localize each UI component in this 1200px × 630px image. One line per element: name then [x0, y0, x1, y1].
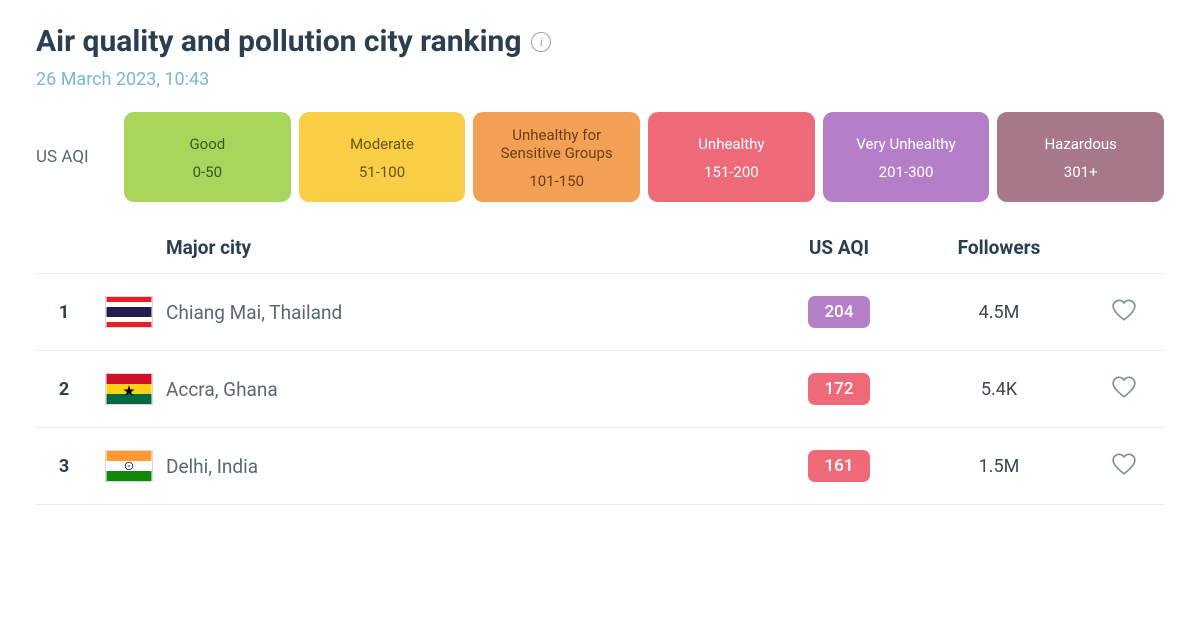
page-header: Air quality and pollution city ranking i…	[36, 24, 1164, 90]
aqi-badge: 172	[808, 373, 870, 405]
legend-item-name: Unhealthy	[656, 135, 807, 153]
legend-item-range: 101-150	[481, 172, 632, 190]
row-followers: 1.5M	[914, 456, 1084, 477]
timestamp: 26 March 2023, 10:43	[36, 69, 1164, 90]
legend-item-name: Unhealthy for Sensitive Groups	[481, 126, 632, 162]
legend-item: Hazardous 301+	[997, 112, 1164, 202]
flag-icon	[92, 296, 166, 328]
row-city: Accra, Ghana	[166, 378, 764, 401]
row-city: Delhi, India	[166, 455, 764, 478]
row-rank: 2	[36, 379, 92, 400]
table-header-row: Major city US AQI Followers	[36, 228, 1164, 273]
row-rank: 1	[36, 302, 92, 323]
legend-item-name: Good	[132, 135, 283, 153]
col-header-aqi: US AQI	[764, 236, 914, 259]
aqi-badge: 204	[808, 296, 870, 328]
heart-icon[interactable]	[1111, 452, 1137, 480]
table-row[interactable]: 1 Chiang Mai, Thailand 204 4.5M	[36, 273, 1164, 350]
flag-icon	[92, 373, 166, 405]
aqi-legend: US AQI Good 0-50 Moderate 51-100 Unhealthy f…	[36, 112, 1164, 202]
legend-item: Good 0-50	[124, 112, 291, 202]
legend-item-name: Very Unhealthy	[831, 135, 982, 153]
legend-item-range: 51-100	[307, 163, 458, 181]
legend-label: US AQI	[36, 112, 116, 202]
legend-item-range: 151-200	[656, 163, 807, 181]
col-header-followers: Followers	[914, 236, 1084, 259]
table-row[interactable]: 3 Delhi, India 161 1.5M	[36, 427, 1164, 505]
row-followers: 4.5M	[914, 302, 1084, 323]
row-city: Chiang Mai, Thailand	[166, 301, 764, 324]
legend-item-range: 301+	[1005, 163, 1156, 181]
info-icon[interactable]: i	[531, 32, 551, 52]
legend-item: Moderate 51-100	[299, 112, 466, 202]
page-title: Air quality and pollution city ranking	[36, 24, 521, 59]
legend-item-name: Hazardous	[1005, 135, 1156, 153]
legend-item-name: Moderate	[307, 135, 458, 153]
row-aqi-cell: 161	[764, 450, 914, 482]
row-aqi-cell: 172	[764, 373, 914, 405]
legend-item: Unhealthy 151-200	[648, 112, 815, 202]
table-row[interactable]: 2 Accra, Ghana 172 5.4K	[36, 350, 1164, 427]
row-followers: 5.4K	[914, 379, 1084, 400]
legend-item-range: 0-50	[132, 163, 283, 181]
legend-item-range: 201-300	[831, 163, 982, 181]
row-aqi-cell: 204	[764, 296, 914, 328]
aqi-badge: 161	[808, 450, 870, 482]
ranking-table: 1 Chiang Mai, Thailand 204 4.5M 2 Accra, Ghan…	[36, 273, 1164, 505]
col-header-city: Major city	[166, 236, 764, 259]
flag-icon	[92, 450, 166, 482]
row-rank: 3	[36, 456, 92, 477]
legend-item: Very Unhealthy 201-300	[823, 112, 990, 202]
legend-item: Unhealthy for Sensitive Groups 101-150	[473, 112, 640, 202]
heart-icon[interactable]	[1111, 298, 1137, 326]
heart-icon[interactable]	[1111, 375, 1137, 403]
